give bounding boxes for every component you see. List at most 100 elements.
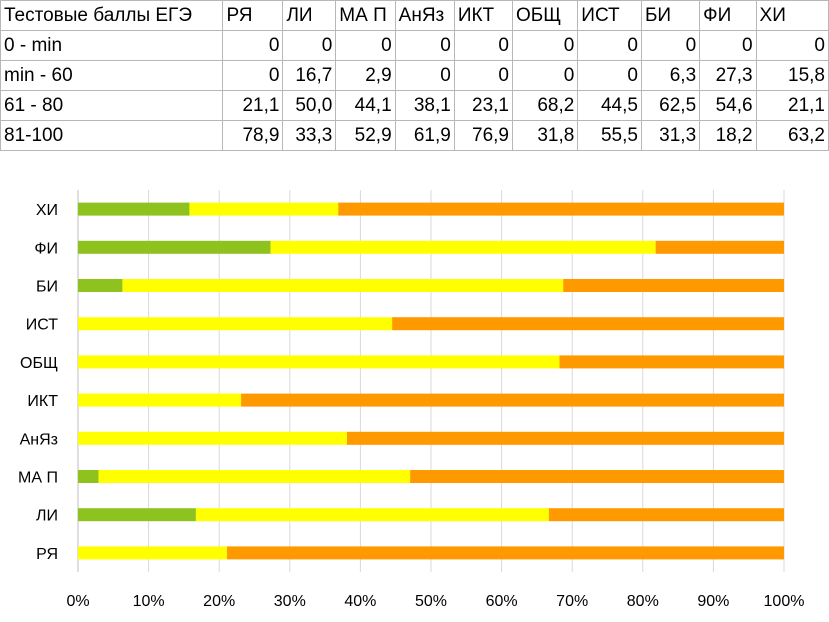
value-cell[interactable]: 2,9 (335, 60, 396, 91)
x-tick-label: 40% (344, 593, 376, 610)
value-cell[interactable]: 0 (222, 30, 284, 61)
column-header[interactable]: РЯ (222, 0, 284, 31)
value-cell[interactable]: 6,3 (640, 60, 701, 91)
y-category-label: РЯ (36, 546, 58, 563)
bar-segment (392, 317, 784, 331)
column-header[interactable]: БИ (640, 0, 701, 31)
value-cell[interactable]: 52,9 (335, 120, 396, 151)
value-cell[interactable]: 31,3 (640, 120, 701, 151)
row-label-cell[interactable]: 81-100 (0, 120, 224, 151)
bar-segment (346, 431, 784, 445)
row-label-cell[interactable]: 61 - 80 (0, 90, 224, 121)
x-tick-label: 90% (697, 593, 729, 610)
x-tick-label: 80% (627, 593, 659, 610)
value-cell[interactable]: 0 (511, 60, 579, 91)
y-category-label: ФИ (34, 240, 58, 257)
column-header[interactable]: АнЯз (394, 0, 455, 31)
x-tick-label: 100% (764, 593, 805, 610)
bar-segment (78, 431, 347, 445)
score-table: Тестовые баллы ЕГЭ РЯ ЛИ МА П АнЯз ИКТ О… (0, 0, 829, 151)
x-tick-label: 10% (133, 593, 165, 610)
value-cell[interactable]: 44,5 (577, 90, 642, 121)
value-cell[interactable]: 50,0 (282, 90, 337, 121)
table-corner-cell[interactable]: Тестовые баллы ЕГЭ (0, 0, 224, 31)
value-cell[interactable]: 0 (222, 60, 284, 91)
value-cell[interactable]: 18,2 (699, 120, 757, 151)
y-category-label: ИСТ (26, 317, 59, 334)
y-category-label: ЛИ (36, 508, 58, 525)
value-cell[interactable]: 0 (755, 30, 829, 61)
value-cell[interactable]: 63,2 (755, 120, 829, 151)
column-header[interactable]: ХИ (755, 0, 829, 31)
value-cell[interactable]: 0 (335, 30, 396, 61)
value-cell[interactable]: 0 (640, 30, 701, 61)
value-cell[interactable]: 21,1 (755, 90, 829, 121)
value-cell[interactable]: 76,9 (453, 120, 514, 151)
value-cell[interactable]: 0 (577, 30, 642, 61)
bar-segment (548, 508, 784, 522)
x-tick-label: 60% (486, 593, 518, 610)
column-header[interactable]: ИКТ (453, 0, 514, 31)
table-header-row: Тестовые баллы ЕГЭ РЯ ЛИ МА П АнЯз ИКТ О… (0, 0, 829, 31)
value-cell[interactable]: 23,1 (453, 90, 514, 121)
value-cell[interactable]: 0 (699, 30, 757, 61)
x-tick-label: 20% (203, 593, 235, 610)
value-cell[interactable]: 62,5 (640, 90, 701, 121)
value-cell[interactable]: 21,1 (222, 90, 284, 121)
bar-segment (563, 279, 784, 292)
value-cell[interactable]: 0 (394, 60, 455, 91)
x-tick-label: 70% (556, 593, 588, 610)
bar-segment (559, 355, 784, 369)
bar-segment (270, 240, 656, 254)
bar-segment (410, 470, 784, 483)
table-row: 81-100 78,9 33,3 52,9 61,9 76,9 31,8 55,… (0, 120, 829, 151)
value-cell[interactable]: 0 (453, 60, 514, 91)
bar-segment (122, 279, 564, 292)
value-cell[interactable]: 15,8 (755, 60, 829, 91)
bar-segment (78, 240, 271, 254)
row-label-cell[interactable]: 0 - min (0, 30, 224, 61)
column-header[interactable]: ИСТ (577, 0, 642, 31)
value-cell[interactable]: 16,7 (282, 60, 337, 91)
stacked-bar-chart[interactable]: 0% 10% 20% 30% 40% 50% 60% 70% 80% 90% 100% РЯ ЛИ МА … (0, 172, 829, 622)
value-cell[interactable]: 27,3 (699, 60, 757, 91)
value-cell[interactable]: 31,8 (511, 120, 579, 151)
bar-segment (338, 202, 784, 216)
bar-segment (78, 393, 242, 407)
value-cell[interactable]: 78,9 (222, 120, 284, 151)
value-cell[interactable]: 0 (453, 30, 514, 61)
bar-segment (241, 393, 784, 407)
bar-segment (226, 546, 784, 560)
bar-segment (78, 470, 99, 483)
bar-segment (78, 546, 227, 560)
y-category-label: ОБЩ (20, 355, 58, 372)
value-cell[interactable]: 0 (511, 30, 579, 61)
bar-segment (655, 240, 784, 254)
table-row: 0 - min 0 0 0 0 0 0 0 0 0 0 (0, 30, 829, 61)
row-label-cell[interactable]: min - 60 (0, 60, 224, 91)
x-tick-label: 30% (274, 593, 306, 610)
column-header[interactable]: ОБЩ (511, 0, 579, 31)
x-tick-label: 50% (415, 593, 447, 610)
y-category-label: БИ (36, 279, 58, 296)
value-cell[interactable]: 54,6 (699, 90, 757, 121)
value-cell[interactable]: 0 (282, 30, 337, 61)
bar-segment (189, 202, 339, 216)
bar-segment (78, 279, 123, 292)
value-cell[interactable]: 44,1 (335, 90, 396, 121)
column-header[interactable]: ЛИ (282, 0, 337, 31)
value-cell[interactable]: 68,2 (511, 90, 579, 121)
bar-segment (78, 317, 393, 331)
table-row: 61 - 80 21,1 50,0 44,1 38,1 23,1 68,2 44… (0, 90, 829, 121)
value-cell[interactable]: 0 (577, 60, 642, 91)
x-tick-label: 0% (66, 593, 89, 610)
value-cell[interactable]: 33,3 (282, 120, 337, 151)
column-header[interactable]: МА П (335, 0, 396, 31)
value-cell[interactable]: 61,9 (394, 120, 455, 151)
value-cell[interactable]: 55,5 (577, 120, 642, 151)
value-cell[interactable]: 0 (394, 30, 455, 61)
value-cell[interactable]: 38,1 (394, 90, 455, 121)
column-header[interactable]: ФИ (699, 0, 757, 31)
y-category-label: ХИ (36, 202, 58, 219)
bar-segment (78, 508, 196, 522)
